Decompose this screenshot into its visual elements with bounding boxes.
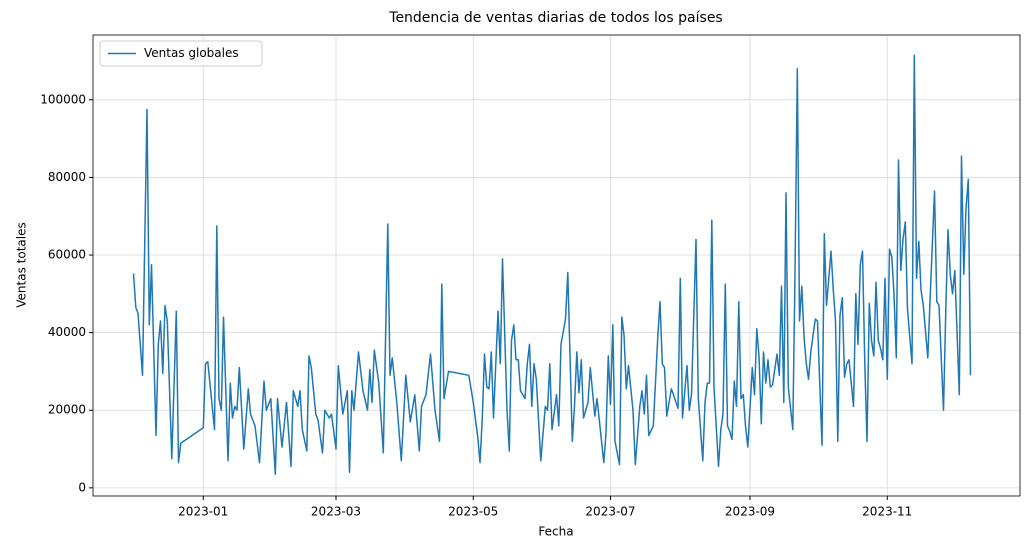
y-tick-label: 0 — [78, 480, 86, 494]
x-tick-label: 2023-01 — [178, 505, 228, 519]
y-tick-label: 40000 — [48, 325, 86, 339]
y-tick-label: 100000 — [40, 92, 86, 106]
plot-frame — [92, 34, 1021, 497]
x-tick-label: 2023-11 — [862, 505, 912, 519]
x-tick-label: 2023-05 — [448, 505, 498, 519]
legend-label: Ventas globales — [144, 46, 239, 60]
legend-box — [99, 40, 263, 67]
y-tick-label: 20000 — [48, 403, 86, 417]
y-tick-label: 60000 — [48, 248, 86, 262]
y-tick-label: 80000 — [48, 170, 86, 184]
x-tick-label: 2023-07 — [585, 505, 635, 519]
line-series — [132, 54, 972, 476]
chart-title: Tendencia de ventas diarias de todos los… — [388, 10, 722, 26]
y-axis-label: Ventas totales — [15, 222, 29, 307]
x-tick-label: 2023-09 — [725, 505, 775, 519]
x-tick-label: 2023-03 — [311, 505, 361, 519]
x-axis-label: Fecha — [538, 525, 573, 539]
